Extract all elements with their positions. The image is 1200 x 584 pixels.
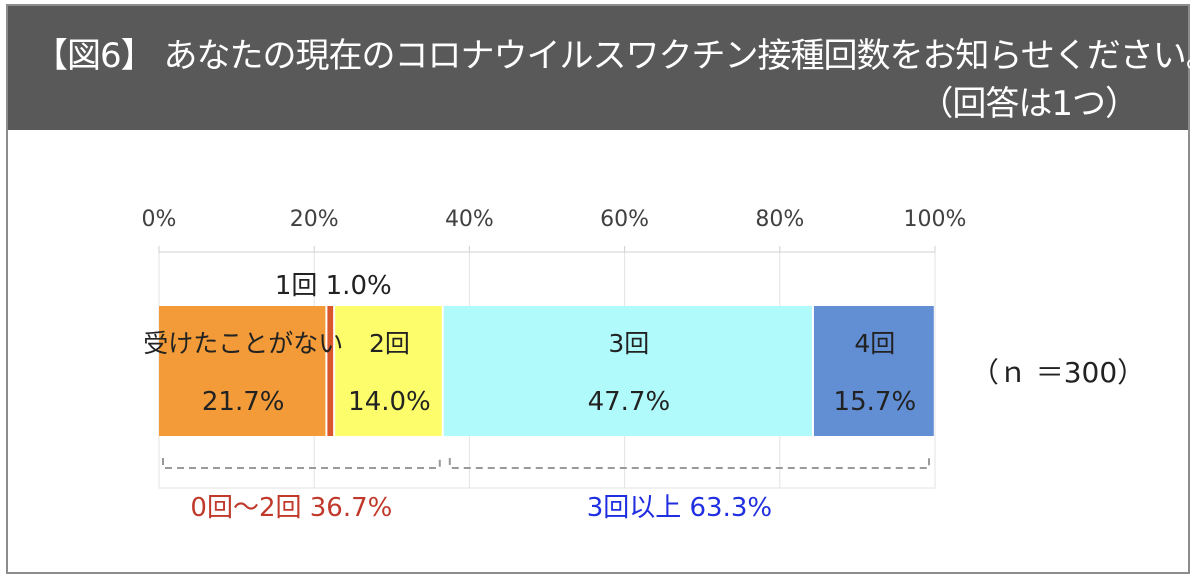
bar-segment — [327, 306, 334, 436]
bar-segment — [335, 306, 442, 436]
series-name-label: 1回 1.0% — [275, 271, 392, 301]
group-total-label: 0回～2回 36.7% — [190, 493, 392, 523]
x-tick-label: 60% — [600, 207, 649, 232]
series-name-label: 3回 — [608, 329, 649, 358]
group-total-label: 3回以上 63.3% — [587, 493, 772, 523]
data-label: 14.0% — [348, 387, 431, 417]
chart-title: 【図6】 あなたの現在のコロナウイルスワクチン接種回数をお知らせください。 — [34, 36, 1200, 76]
x-tick-label: 0% — [142, 207, 177, 232]
series-name-label: 4回 — [854, 329, 895, 358]
x-tick-label: 80% — [755, 207, 804, 232]
bar-segment — [813, 306, 934, 436]
bar-segment — [443, 306, 812, 436]
chart-frame: 【図6】 あなたの現在のコロナウイルスワクチン接種回数をお知らせください。 （回… — [6, 4, 1200, 574]
x-tick-label: 100% — [904, 207, 967, 232]
series-name-label: 2回 — [369, 329, 410, 358]
data-label: 47.7% — [588, 387, 671, 417]
data-label: 15.7% — [834, 387, 917, 417]
header-bar: 【図6】 あなたの現在のコロナウイルスワクチン接種回数をお知らせください。 （回… — [8, 6, 1200, 130]
group-bracket — [448, 458, 930, 469]
group-bracket — [162, 458, 441, 469]
bar-segment — [159, 306, 326, 436]
sample-size-label: （ｎ ＝300） — [971, 356, 1145, 389]
chart-subtitle: （回答は1つ） — [919, 84, 1139, 124]
x-tick-label: 20% — [290, 207, 339, 232]
series-name-label: 受けたことがない — [143, 329, 343, 358]
x-tick-label: 40% — [445, 207, 494, 232]
data-label: 21.7% — [202, 387, 285, 417]
